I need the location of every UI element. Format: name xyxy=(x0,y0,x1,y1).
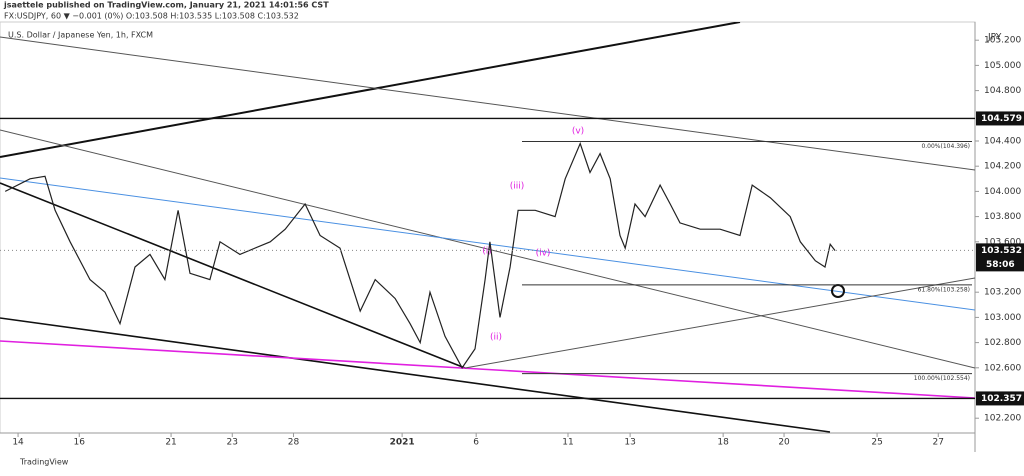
x-tick-label: 21 xyxy=(165,438,176,448)
y-tick-label: 102.200 xyxy=(984,414,1021,424)
fib-label: 0.00%(104.396) xyxy=(921,143,970,150)
price-label-box xyxy=(976,111,1024,126)
y-tick-label: 103.800 xyxy=(984,212,1021,222)
publisher: jsaettele published on TradingView.com, … xyxy=(3,1,329,10)
wave-label: (v) xyxy=(572,127,584,137)
x-tick-label: 14 xyxy=(12,438,24,448)
y-tick-label: 105.000 xyxy=(984,61,1021,71)
plot-frame xyxy=(0,21,976,434)
y-tick-label: 102.600 xyxy=(984,363,1021,373)
symbol-line: FX:USDJPY, 60 ▼ −0.001 (0%) O:103.508 H:… xyxy=(4,12,299,21)
y-tick-label: 104.400 xyxy=(984,136,1021,146)
x-tick-label: 23 xyxy=(227,438,238,448)
y-tick-label: 104.000 xyxy=(984,187,1021,197)
x-tick-label: 11 xyxy=(562,438,573,448)
wave-label: (i) xyxy=(482,247,492,257)
x-tick-label: 28 xyxy=(288,438,300,448)
wave-labels: (v) (iii) (i) (iv) (ii) xyxy=(482,127,584,343)
fib-label: 61.80%(103.258) xyxy=(918,286,970,293)
y-tick-label: 104.800 xyxy=(984,86,1021,96)
wave-label: (iii) xyxy=(510,182,525,192)
x-tick-label: 27 xyxy=(933,438,944,448)
chart-title: U.S. Dollar / Japanese Yen, 1h, FXCM xyxy=(8,31,153,40)
y-tick-label: 104.200 xyxy=(984,162,1021,172)
x-tick-label: 20 xyxy=(778,438,790,448)
x-tick-label: 25 xyxy=(871,438,882,448)
price-label-box xyxy=(976,391,1024,406)
y-tick-label: 105.200 xyxy=(984,36,1021,46)
y-tick-label: 103.200 xyxy=(984,288,1021,298)
x-tick-label: 13 xyxy=(624,438,635,448)
currency: JPY xyxy=(987,33,1002,43)
footer: TradingView xyxy=(19,458,69,467)
y-tick-label: 102.800 xyxy=(984,338,1021,348)
price-label: 102.357 xyxy=(981,394,1022,404)
price-line xyxy=(4,141,836,369)
x-tick-label: 16 xyxy=(74,438,86,448)
wave-label: (iv) xyxy=(536,249,551,259)
x-tick-label: 18 xyxy=(717,438,729,448)
x-tick-label: 6 xyxy=(473,438,479,448)
x-tick-label: 2021 xyxy=(390,438,415,448)
plot xyxy=(0,117,975,400)
wave-label: (ii) xyxy=(490,333,502,343)
countdown: 58:06 xyxy=(986,260,1015,270)
last-price-label: 103.532 xyxy=(981,246,1022,256)
price-label-box xyxy=(976,243,1024,272)
y-tick-label: 103.000 xyxy=(984,313,1021,323)
y-tick-label: 103.600 xyxy=(984,237,1021,247)
price-label: 104.579 xyxy=(981,114,1022,124)
trendlines xyxy=(0,22,975,433)
fib-label: 100.00%(102.554) xyxy=(914,375,970,382)
